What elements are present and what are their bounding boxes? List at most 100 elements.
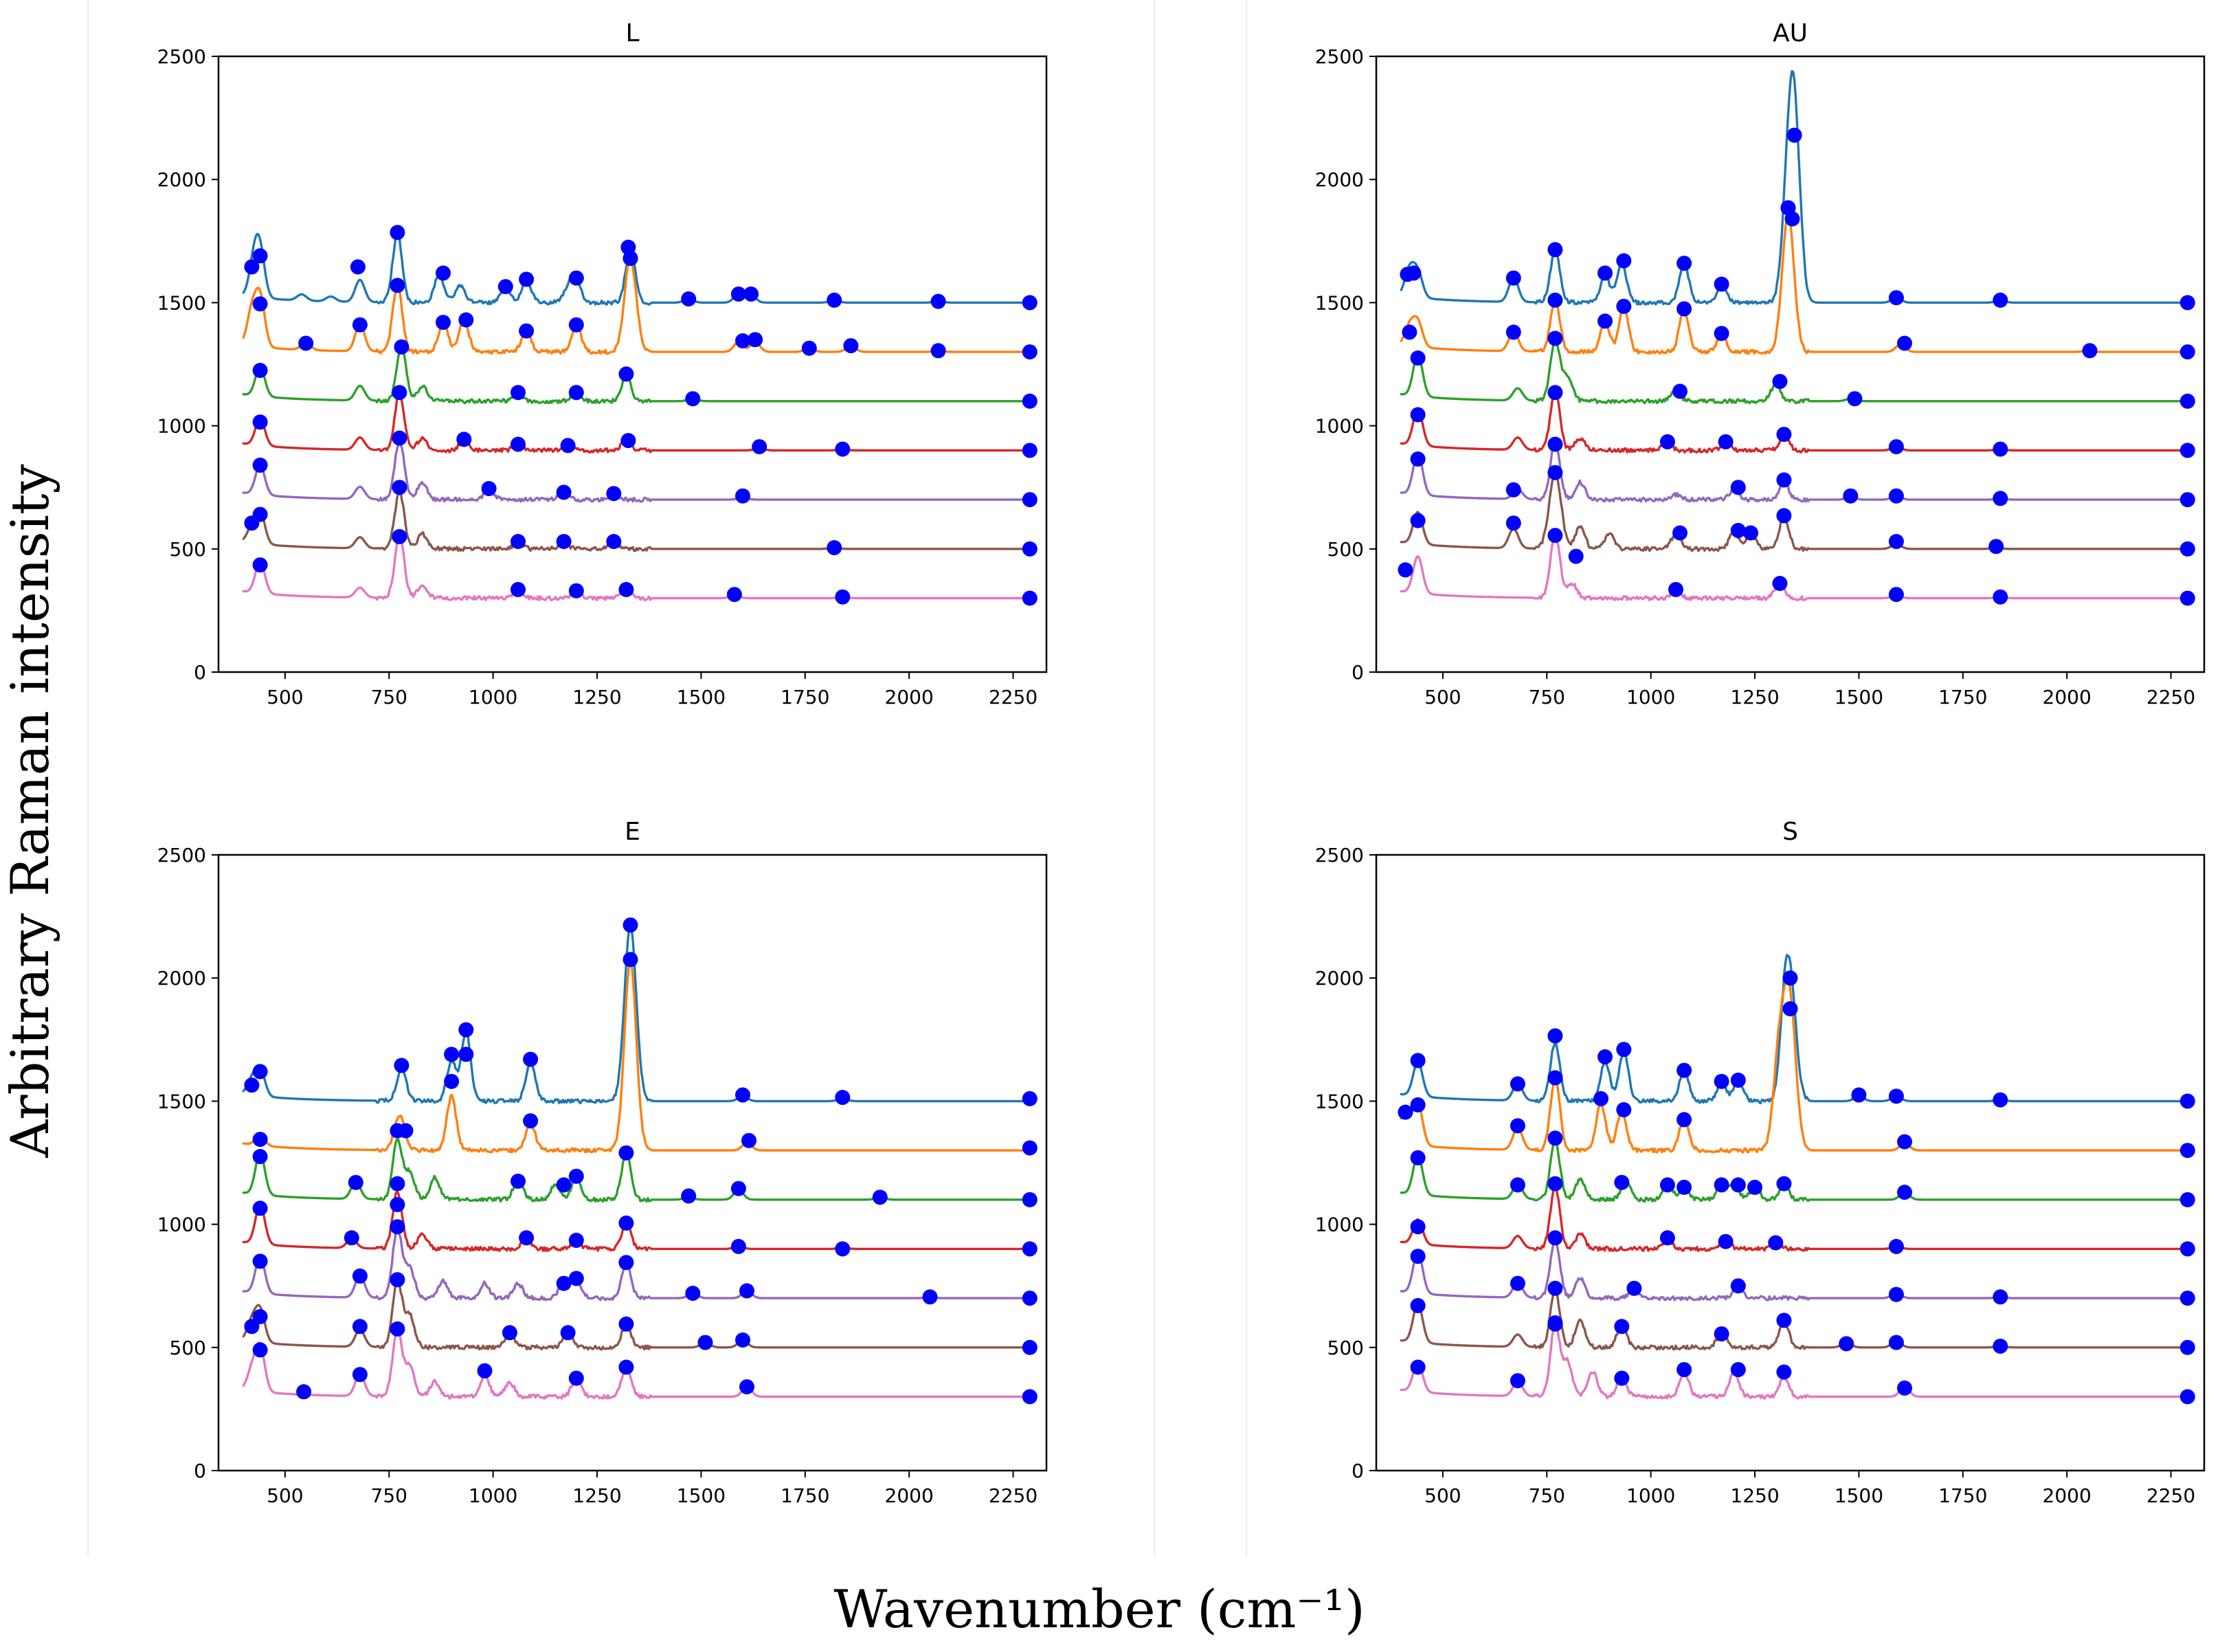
peak-marker — [752, 439, 767, 455]
peak-marker — [1677, 1062, 1692, 1078]
peak-marker — [1022, 295, 1038, 311]
peak-marker — [444, 1047, 460, 1062]
peak-marker — [2179, 295, 2195, 311]
y-tick-label: 1500 — [1315, 1090, 1364, 1113]
peak-marker — [1730, 1072, 1746, 1088]
peak-marker — [618, 1359, 634, 1375]
peak-marker — [568, 270, 584, 286]
peak-marker — [922, 1289, 938, 1305]
peak-marker — [1768, 1235, 1784, 1251]
peak-marker — [390, 1321, 405, 1337]
peak-marker — [2179, 541, 2195, 557]
peak-marker — [1659, 1177, 1675, 1193]
peak-marker — [252, 248, 268, 264]
peak-marker — [1888, 1089, 1904, 1104]
peak-marker — [1714, 1073, 1729, 1089]
peak-marker — [1839, 1336, 1854, 1352]
series-line-6 — [242, 1277, 1031, 1351]
peak-marker — [1888, 1286, 1904, 1302]
peak-marker — [623, 917, 638, 933]
peak-marker — [1993, 441, 2008, 457]
axes-frame — [217, 55, 1048, 673]
peak-marker — [1597, 313, 1613, 329]
peak-marker — [511, 385, 526, 401]
peak-marker — [2179, 344, 2195, 360]
peak-marker — [1718, 434, 1734, 449]
peak-marker — [827, 540, 842, 555]
x-tick-label: 2000 — [885, 1484, 934, 1507]
peak-marker — [252, 457, 268, 473]
peak-marker — [1614, 1319, 1630, 1335]
peak-marker — [1547, 528, 1563, 544]
peak-marker — [1614, 1174, 1630, 1190]
peak-marker — [1772, 576, 1788, 591]
peak-marker — [1022, 344, 1038, 360]
peak-marker — [519, 1230, 535, 1246]
peak-marker — [523, 1051, 539, 1067]
peak-marker — [1022, 1140, 1038, 1156]
peak-marker — [835, 441, 851, 457]
peak-marker — [739, 1379, 754, 1395]
peak-marker — [348, 1174, 363, 1190]
peak-marker — [456, 432, 472, 447]
peak-marker — [1022, 393, 1038, 409]
peak-marker — [252, 363, 268, 378]
y-tick-label: 2500 — [157, 844, 206, 867]
peak-marker — [827, 292, 842, 308]
peak-marker — [1730, 1177, 1746, 1193]
peak-marker — [1730, 522, 1746, 538]
peak-marker — [1776, 472, 1792, 488]
peak-marker — [801, 340, 817, 356]
peak-marker — [741, 1132, 756, 1148]
x-tick-label: 750 — [371, 686, 407, 708]
peak-marker — [1547, 385, 1563, 401]
peak-marker — [1786, 127, 1802, 143]
peak-marker — [502, 1325, 517, 1341]
peak-marker — [1022, 492, 1038, 508]
peak-marker — [556, 1275, 572, 1291]
peak-marker — [1659, 1230, 1675, 1246]
peak-marker — [620, 433, 636, 449]
peak-marker — [444, 1073, 460, 1089]
peak-marker — [2179, 1241, 2195, 1257]
peak-marker — [681, 1188, 697, 1204]
peak-marker — [1626, 1280, 1642, 1296]
peak-marker — [458, 1022, 474, 1038]
peak-marker — [1888, 1335, 1904, 1350]
y-tick-label: 500 — [170, 1337, 206, 1359]
peak-marker — [392, 480, 407, 495]
peak-marker — [1510, 1118, 1525, 1134]
peak-marker — [1410, 1097, 1426, 1113]
peak-marker — [2179, 590, 2195, 606]
x-axis-label: Wavenumber (cm⁻¹) — [833, 1578, 1365, 1640]
peak-marker — [1847, 391, 1863, 407]
peak-marker — [1510, 1275, 1525, 1291]
peak-marker — [606, 534, 622, 549]
peak-marker — [556, 534, 572, 549]
peak-marker — [1410, 1150, 1426, 1165]
x-tick-label: 1750 — [781, 686, 829, 708]
peak-marker — [1677, 1112, 1692, 1128]
x-tick-label: 500 — [1424, 1484, 1461, 1507]
peak-marker — [1668, 581, 1683, 597]
peak-marker — [398, 1123, 414, 1139]
peak-marker — [623, 952, 638, 968]
peak-marker — [872, 1190, 888, 1205]
peak-marker — [1659, 434, 1675, 449]
series-line-3 — [242, 1138, 1031, 1203]
peak-marker — [2179, 443, 2195, 458]
peak-marker — [730, 1181, 746, 1196]
peak-marker — [1897, 1134, 1912, 1150]
x-tick-label: 750 — [371, 1484, 407, 1507]
y-tick-label: 2500 — [1315, 844, 1364, 867]
series-line-2 — [242, 961, 1031, 1154]
peak-marker — [1410, 513, 1426, 528]
x-tick-label: 750 — [1529, 1484, 1565, 1507]
peak-marker — [1776, 508, 1792, 524]
peak-marker — [1022, 1192, 1038, 1207]
peak-marker — [1780, 200, 1796, 216]
series-line-3 — [1400, 1139, 2189, 1203]
x-tick-label: 2250 — [989, 686, 1038, 708]
peak-marker — [2179, 1291, 2195, 1306]
x-tick-label: 2250 — [2146, 1484, 2195, 1507]
